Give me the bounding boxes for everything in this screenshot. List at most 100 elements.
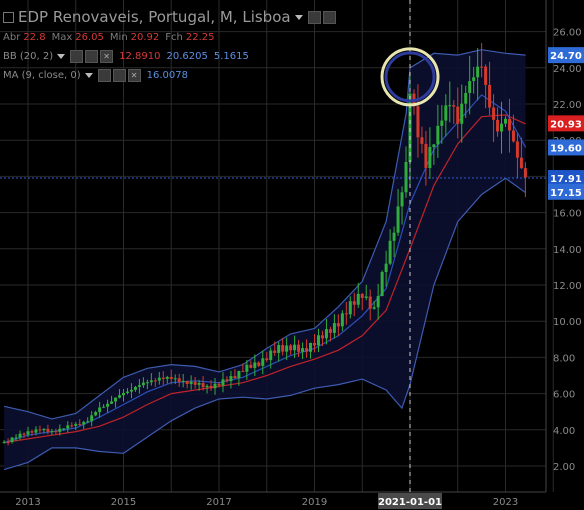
candle-body [452, 105, 456, 107]
candle-body [229, 376, 233, 382]
bollinger-band-fill [4, 49, 526, 470]
candle-body [352, 301, 356, 305]
collapse-icon[interactable] [3, 11, 14, 23]
candle-body [523, 168, 527, 178]
candle-body [118, 395, 122, 398]
chart-legend: EDP Renovaveis, Portugal, M, Lisboa Abr 2… [3, 6, 338, 85]
candle-body [14, 437, 18, 439]
candle-body [360, 293, 364, 298]
candle-body [106, 403, 110, 407]
candle-body [201, 383, 205, 388]
candle-body [153, 380, 157, 382]
candle-body [141, 382, 145, 386]
candle-body [519, 157, 523, 169]
legend-title-row: EDP Renovaveis, Portugal, M, Lisboa [3, 6, 338, 28]
candle-body [273, 350, 277, 353]
candle-body [58, 428, 62, 432]
candle-body [507, 118, 511, 131]
candle-body [2, 441, 6, 443]
candle-body [364, 296, 368, 298]
candle-body [424, 143, 428, 169]
candle-body [165, 376, 169, 379]
candle-body [344, 313, 348, 315]
chevron-down-icon[interactable] [84, 73, 93, 78]
candle-body [157, 377, 161, 381]
y-tick-label: 26.00 [553, 28, 582, 39]
candle-body [388, 240, 392, 264]
eye-icon[interactable] [97, 69, 111, 82]
candle-body [277, 345, 281, 353]
candle-body [372, 307, 376, 309]
gear-icon[interactable] [322, 10, 336, 24]
candle-body [400, 192, 404, 207]
close-icon[interactable]: ✕ [127, 69, 141, 82]
high-label: Max [51, 32, 73, 43]
ma-value: 16.0078 [146, 70, 189, 81]
x-tick-label: 2013 [15, 497, 40, 508]
candle-body [428, 146, 432, 169]
candle-body [86, 421, 90, 423]
bb-label: BB (20, 2) [3, 51, 54, 62]
candle-body [18, 433, 22, 438]
price-tag [548, 139, 584, 156]
candle-body [185, 380, 189, 384]
candle-body [448, 105, 452, 107]
candle-body [217, 383, 221, 386]
y-tick-label: 8.00 [553, 353, 575, 364]
candle-body [249, 364, 253, 368]
candle-body [396, 206, 400, 233]
x-tick-label: 2015 [111, 497, 136, 508]
open-label: Abr [3, 32, 21, 43]
candle-body [169, 376, 173, 379]
x-tick-label: 2017 [206, 497, 231, 508]
ma-label: MA (9, close, 0) [3, 70, 81, 81]
candle-body [78, 423, 82, 425]
crosshair-date-label: 2021-01-01 [378, 497, 442, 508]
candle-body [50, 431, 54, 433]
gear-icon[interactable] [112, 69, 126, 82]
candle-body [444, 105, 448, 121]
candle-body [261, 358, 265, 366]
candle-body [125, 391, 129, 393]
candle-body [149, 380, 153, 383]
candle-body [301, 348, 305, 352]
peak-highlight-circle [380, 47, 440, 107]
price-tag [548, 47, 584, 64]
candle-body [496, 119, 500, 132]
candle-body [368, 296, 372, 309]
chevron-down-icon[interactable] [294, 14, 303, 20]
candle-body [348, 301, 352, 315]
y-tick-label: 4.00 [553, 426, 575, 437]
candle-body [54, 431, 58, 433]
candle-body [90, 415, 94, 422]
candle-body [42, 428, 46, 431]
candle-body [384, 263, 388, 273]
gear-icon[interactable] [85, 50, 99, 63]
candle-body [82, 421, 86, 425]
candle-body [66, 425, 70, 429]
chevron-down-icon[interactable] [57, 54, 66, 59]
candle-body [38, 429, 42, 431]
candle-body [480, 66, 484, 68]
candle-body [376, 296, 380, 308]
ohlc-row: Abr 22.8 Max 26.05 Min 20.92 Fch 22.25 [3, 28, 338, 47]
peak-highlight-circle-inner [384, 51, 436, 103]
close-icon[interactable]: ✕ [100, 50, 114, 63]
price-tag-label: 24.70 [550, 51, 582, 62]
candle-body [285, 345, 289, 352]
candle-body [46, 428, 50, 432]
candle-body [297, 344, 301, 352]
candle-body [269, 350, 273, 361]
y-tick-label: 10.00 [553, 317, 582, 328]
candle-body [316, 335, 320, 346]
candle-body [241, 371, 245, 373]
candle-body [456, 106, 460, 124]
eye-icon[interactable] [307, 10, 321, 24]
price-tag [548, 183, 584, 200]
close-value: 22.25 [185, 32, 215, 43]
candle-body [22, 433, 26, 435]
candle-body [380, 272, 384, 297]
eye-icon[interactable] [70, 50, 84, 63]
